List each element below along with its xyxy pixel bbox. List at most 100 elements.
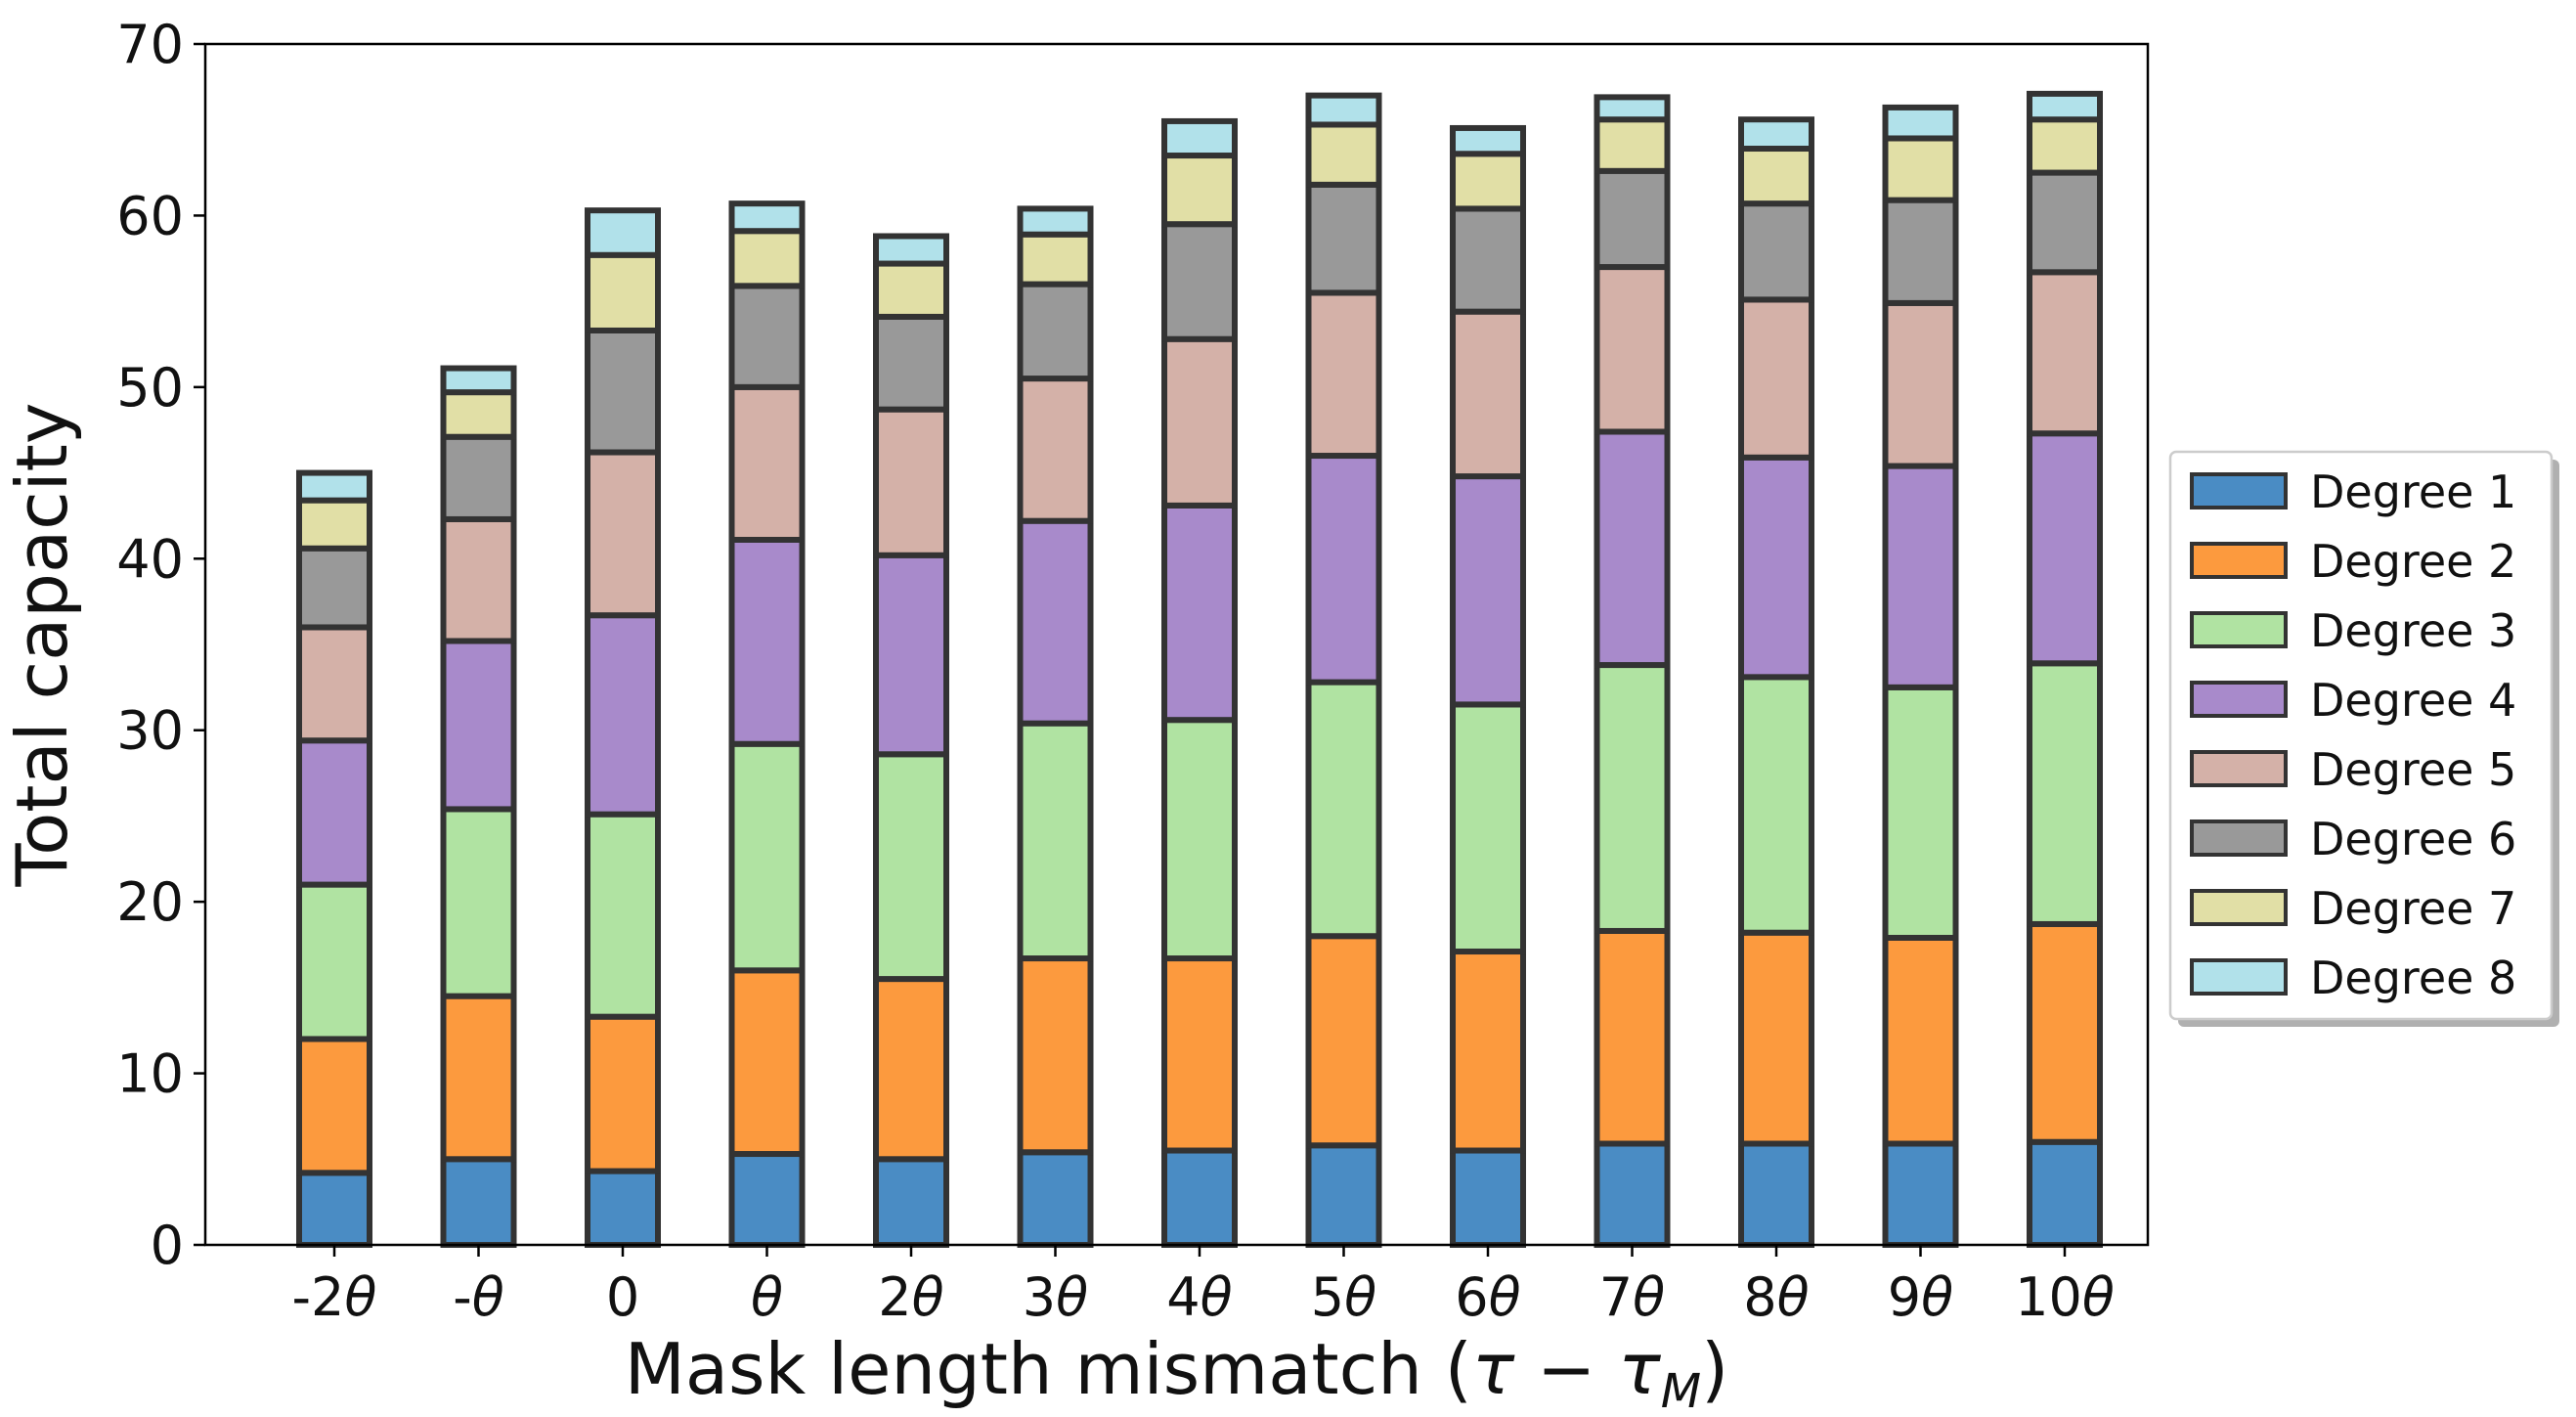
x-tick-label: 2θ — [878, 1266, 943, 1328]
bar-segment-3-0 — [296, 881, 372, 1042]
bar-segment-4-8 — [1450, 473, 1526, 708]
bar-segment-3-4 — [873, 751, 949, 983]
bar-segment-4-1 — [440, 638, 517, 813]
bar-segment-7-5 — [1017, 231, 1094, 288]
legend-box — [2168, 450, 2554, 1021]
legend-swatch-6 — [2190, 819, 2288, 857]
bar-segment-1-11 — [1882, 1140, 1959, 1249]
bar-segment-1-9 — [1594, 1140, 1671, 1249]
bar-segment-5-5 — [1017, 376, 1094, 524]
bar-segment-1-3 — [728, 1151, 806, 1248]
bar-segment-4-11 — [1882, 463, 1959, 690]
bar-segment-1-1 — [440, 1156, 517, 1249]
x-tick-label: 6θ — [1455, 1266, 1520, 1328]
bar-segment-1-8 — [1450, 1147, 1526, 1248]
bar-segment-2-2 — [585, 1013, 661, 1174]
x-axis-label-tau: τ — [1472, 1328, 1515, 1410]
bar-segment-7-2 — [585, 251, 661, 333]
bar-segment-4-6 — [1161, 502, 1238, 724]
bar-segment-8-4 — [873, 233, 949, 267]
bar-segment-8-6 — [1161, 117, 1238, 159]
bar-segment-7-12 — [2027, 116, 2103, 176]
bar-segment-8-11 — [1882, 104, 1959, 142]
bar-segment-8-2 — [585, 207, 661, 258]
bar-segment-3-8 — [1450, 701, 1526, 955]
legend-label-8: Degree 8 — [2310, 952, 2516, 1004]
bar-segment-8-10 — [1738, 116, 1814, 153]
bar-segment-5-3 — [728, 383, 806, 543]
bar-segment-6-0 — [296, 545, 372, 631]
bar-segment-5-7 — [1305, 289, 1382, 460]
y-tick-label: 20 — [116, 871, 184, 933]
bar-segment-6-1 — [440, 433, 517, 522]
bar-segment-2-1 — [440, 993, 517, 1163]
bars-layer — [296, 90, 2103, 1249]
bar-segment-3-10 — [1738, 674, 1814, 936]
bar-segment-2-6 — [1161, 955, 1238, 1154]
bar-segment-4-9 — [1594, 428, 1671, 669]
bar-segment-7-4 — [873, 260, 949, 320]
bar-segment-6-11 — [1882, 197, 1959, 306]
y-axis: 0 10 20 30 40 50 60 70 — [116, 14, 205, 1276]
x-tick-label: -θ — [453, 1266, 504, 1328]
legend-swatch-4 — [2190, 681, 2288, 718]
x-axis-label-main: Mask length mismatch ( — [625, 1328, 1472, 1410]
y-tick-label: 0 — [151, 1215, 184, 1276]
bar-segment-3-1 — [440, 806, 517, 999]
x-tick-label: 10θ — [2015, 1266, 2115, 1328]
x-tick-label: 7θ — [1599, 1266, 1665, 1328]
bar-segment-1-4 — [873, 1156, 949, 1249]
bar-segment-1-10 — [1738, 1140, 1814, 1249]
bar-segment-2-7 — [1305, 933, 1382, 1149]
bar-segment-3-2 — [585, 811, 661, 1020]
bar-segment-7-1 — [440, 389, 517, 440]
bar-segment-5-11 — [1882, 299, 1959, 469]
bar-segment-2-10 — [1738, 929, 1814, 1147]
bar-segment-5-10 — [1738, 296, 1814, 461]
x-tick-label: 8θ — [1743, 1266, 1809, 1328]
bar-segment-7-7 — [1305, 121, 1382, 188]
bar-segment-3-7 — [1305, 679, 1382, 940]
bar-segment-6-3 — [728, 283, 806, 390]
bar-segment-7-3 — [728, 228, 806, 289]
bar-segment-4-12 — [2027, 430, 2103, 667]
bar-segment-4-10 — [1738, 454, 1814, 681]
bar-segment-4-4 — [873, 552, 949, 758]
x-axis: -2θ -θ 0 θ 2θ 3θ 4θ 5θ 6θ 7θ 8θ 9θ 10θ — [292, 1245, 2115, 1328]
legend-label-5: Degree 5 — [2310, 743, 2516, 796]
bar-segment-5-0 — [296, 624, 372, 744]
legend-swatch-3 — [2190, 611, 2288, 648]
bar-segment-3-6 — [1161, 717, 1238, 962]
legend: Degree 1 Degree 2 Degree 3 Degree 4 Degree 5… — [2168, 450, 2559, 1027]
bar-segment-6-4 — [873, 313, 949, 413]
bar-segment-6-5 — [1017, 281, 1094, 382]
bar-segment-1-7 — [1305, 1142, 1382, 1249]
x-tick-label: 3θ — [1023, 1266, 1088, 1328]
bar-segment-6-6 — [1161, 221, 1238, 342]
bar-segment-6-8 — [1450, 205, 1526, 315]
x-axis-label-close: ) — [1701, 1328, 1728, 1410]
bar-segment-5-6 — [1161, 335, 1238, 509]
bar-segment-3-9 — [1594, 662, 1671, 934]
bar-segment-2-8 — [1450, 949, 1526, 1154]
x-axis-label-subscript: M — [1661, 1364, 1701, 1413]
x-tick-label: 0 — [606, 1266, 639, 1328]
bar-segment-7-11 — [1882, 135, 1959, 203]
y-tick-label: 50 — [116, 357, 184, 419]
bar-segment-1-0 — [296, 1170, 372, 1248]
x-axis-label-tau2: τ — [1618, 1328, 1661, 1410]
bar-segment-7-0 — [296, 497, 372, 552]
legend-swatch-5 — [2190, 750, 2288, 787]
bar-segment-2-4 — [873, 976, 949, 1163]
bar-segment-7-6 — [1161, 153, 1238, 228]
bar-segment-7-8 — [1450, 151, 1526, 212]
bar-segment-1-12 — [2027, 1138, 2103, 1248]
legend-swatch-7 — [2190, 889, 2288, 926]
bar-segment-6-12 — [2027, 169, 2103, 276]
bar-segment-5-8 — [1450, 308, 1526, 480]
legend-label-1: Degree 1 — [2310, 465, 2516, 518]
bar-segment-4-7 — [1305, 453, 1382, 686]
y-tick-label: 70 — [116, 14, 184, 75]
bar-segment-8-0 — [296, 469, 372, 504]
